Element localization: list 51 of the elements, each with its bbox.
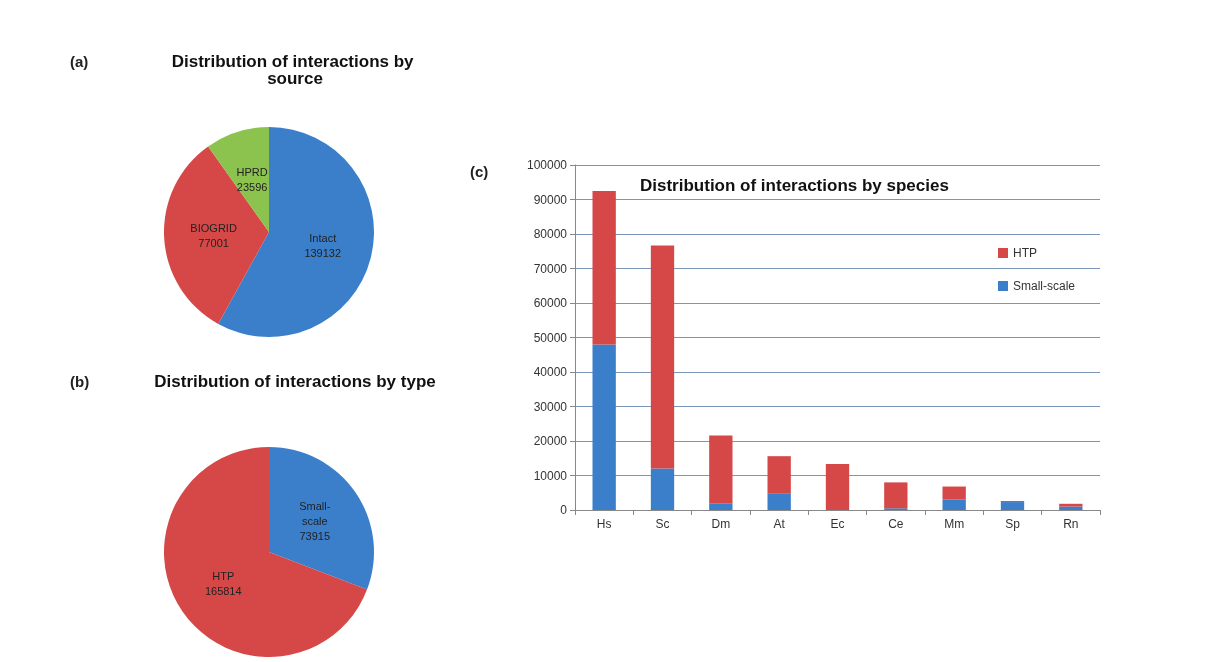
y-tick-label: 80000 xyxy=(533,227,568,241)
legend-label: Small-scale xyxy=(1012,279,1076,293)
text: Distribution of interactions by species xyxy=(640,176,949,195)
y-tick-label: 60000 xyxy=(533,296,568,310)
text: (c) xyxy=(470,163,489,180)
data-label: 73915 xyxy=(299,529,331,542)
bar xyxy=(592,344,616,510)
text: (b) xyxy=(70,373,90,390)
y-tick-label: 70000 xyxy=(533,261,568,276)
bar xyxy=(942,486,966,500)
x-tick-label: Mm xyxy=(944,517,965,531)
bar xyxy=(942,499,966,510)
y-tick-label: 30000 xyxy=(533,399,568,414)
bar xyxy=(650,468,675,510)
slice-label: Intact xyxy=(309,232,337,245)
x-tick-label: Hs xyxy=(596,517,612,531)
y-tick-label: 50000 xyxy=(533,330,568,345)
x-tick-label: Rn xyxy=(1063,517,1079,531)
data-label: 139132 xyxy=(304,247,342,260)
y-tick-label: 40000 xyxy=(533,365,568,379)
y-tick-label: 20000 xyxy=(533,434,568,448)
text: (a) xyxy=(70,53,89,70)
slice-label: HPRD xyxy=(236,165,268,178)
bar xyxy=(592,190,616,345)
bar xyxy=(709,435,733,504)
bar xyxy=(709,503,733,510)
y-tick-label: 0 xyxy=(560,503,568,517)
slice-label: BIOGRID xyxy=(190,221,237,234)
x-tick-label: Sc xyxy=(655,517,670,531)
data-label: 77001 xyxy=(198,236,229,249)
data-label: 23596 xyxy=(236,180,268,193)
y-tick-label: 90000 xyxy=(533,192,568,207)
slice-label: Small-scale xyxy=(299,499,331,527)
bar xyxy=(1000,502,1025,510)
x-tick-label: Ec xyxy=(830,517,845,531)
chart-title: Distribution of interactions by type xyxy=(154,372,436,391)
x-tick-label: Dm xyxy=(711,517,731,531)
chart-title: Distribution of interactions by source xyxy=(171,52,419,88)
bar xyxy=(884,482,908,509)
data-label: 165814 xyxy=(204,584,242,597)
x-tick-label: Sp xyxy=(1005,517,1021,531)
y-tick-label: 10000 xyxy=(533,468,568,483)
y-tick-label: 100000 xyxy=(526,158,568,172)
bar xyxy=(825,464,850,509)
x-tick-label: Ce xyxy=(888,517,904,531)
bar xyxy=(767,493,791,510)
bar xyxy=(767,456,791,494)
legend-label: HTP xyxy=(1012,246,1037,260)
bar xyxy=(650,245,675,469)
x-tick-label: At xyxy=(773,517,786,531)
slice-label: HTP xyxy=(212,569,235,582)
